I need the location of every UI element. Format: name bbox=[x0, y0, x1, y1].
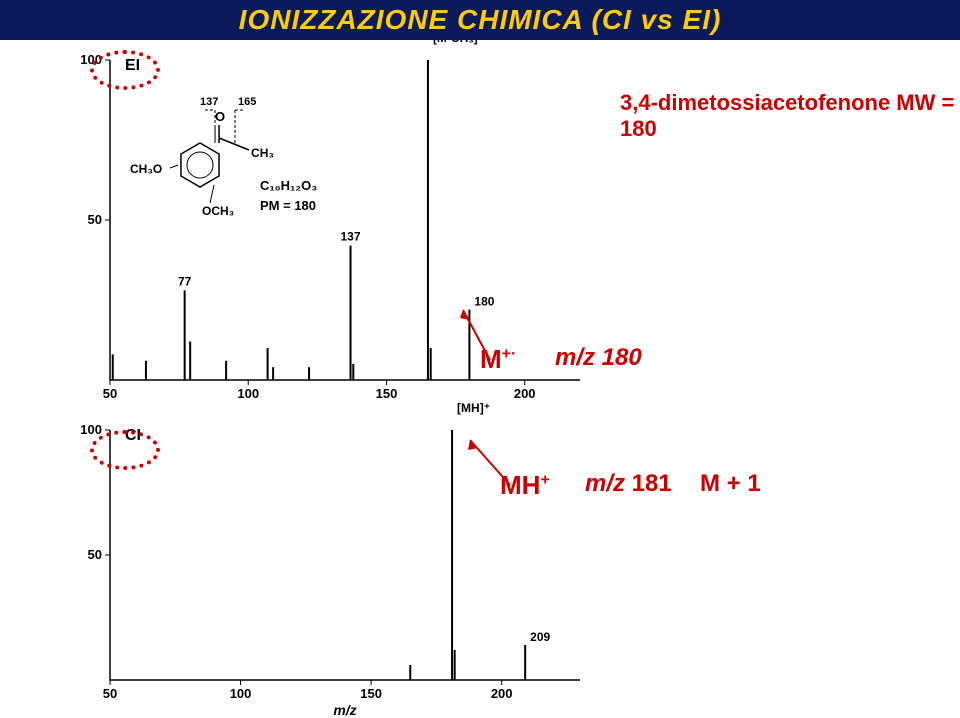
svg-text:[M-CH₃]⁺: [M-CH₃]⁺ bbox=[433, 40, 484, 45]
svg-text:50: 50 bbox=[103, 386, 117, 401]
svg-text:165: 165 bbox=[238, 96, 256, 108]
svg-text:209: 209 bbox=[530, 630, 550, 644]
svg-text:O: O bbox=[215, 109, 225, 124]
svg-text:200: 200 bbox=[491, 686, 513, 701]
svg-text:50: 50 bbox=[88, 547, 102, 562]
ci-highlight-ellipse bbox=[90, 430, 160, 470]
svg-text:200: 200 bbox=[514, 386, 536, 401]
svg-text:100: 100 bbox=[80, 422, 102, 437]
mz-text-2: m/z bbox=[585, 470, 625, 497]
svg-text:100: 100 bbox=[237, 386, 259, 401]
svg-text:100: 100 bbox=[230, 686, 252, 701]
mass-spectra-figure: 5010050100150200EI77137[M-CH₃]⁺180OCH₃CH… bbox=[70, 40, 595, 718]
molecular-ion-label: M+· bbox=[480, 344, 516, 375]
compound-name-label: 3,4-dimetossiacetofenone MW = 180 bbox=[620, 90, 960, 142]
svg-text:C₁₀H₁₂O₃: C₁₀H₁₂O₃ bbox=[260, 178, 317, 193]
svg-text:137: 137 bbox=[341, 230, 361, 244]
svg-text:m/z: m/z bbox=[333, 702, 356, 718]
m-label: M bbox=[480, 344, 502, 374]
ei-highlight-ellipse bbox=[90, 50, 160, 90]
mz-181-label: m/z 181 bbox=[585, 470, 672, 498]
m-plus-1-label: M + 1 bbox=[700, 470, 761, 498]
svg-text:CH₃: CH₃ bbox=[251, 146, 274, 160]
svg-text:[MH]⁺: [MH]⁺ bbox=[457, 401, 490, 415]
mz-180-val: 180 bbox=[595, 344, 642, 371]
protonated-molecule-label: MH+ bbox=[500, 470, 550, 501]
svg-text:50: 50 bbox=[103, 686, 117, 701]
mz-181-val: 181 bbox=[625, 470, 672, 497]
svg-text:180: 180 bbox=[474, 295, 494, 309]
svg-text:150: 150 bbox=[360, 686, 382, 701]
m-sup: +· bbox=[502, 345, 517, 362]
title-bar: IONIZZAZIONE CHIMICA (CI vs EI) bbox=[0, 0, 960, 40]
svg-text:OCH₃: OCH₃ bbox=[202, 204, 234, 218]
svg-text:77: 77 bbox=[178, 274, 192, 288]
svg-text:CH₃O: CH₃O bbox=[130, 162, 162, 176]
mh-sup: + bbox=[540, 471, 549, 488]
mh-label: MH bbox=[500, 470, 540, 500]
mz-180-label: m/z 180 bbox=[555, 344, 642, 372]
svg-text:137: 137 bbox=[200, 96, 218, 108]
svg-text:150: 150 bbox=[376, 386, 398, 401]
svg-text:50: 50 bbox=[88, 212, 102, 227]
svg-text:PM = 180: PM = 180 bbox=[260, 198, 316, 213]
page-title: IONIZZAZIONE CHIMICA (CI vs EI) bbox=[239, 4, 722, 36]
mz-text: m/z bbox=[555, 344, 595, 371]
